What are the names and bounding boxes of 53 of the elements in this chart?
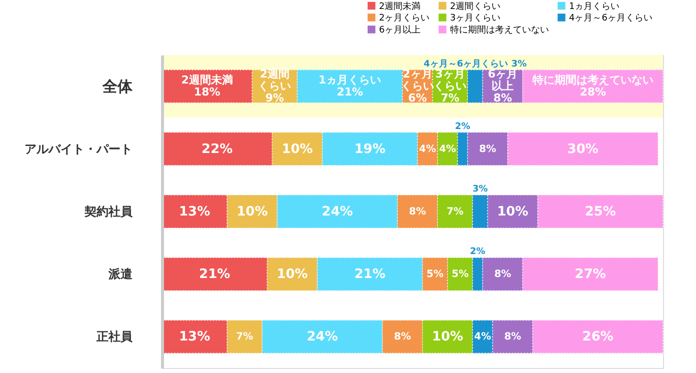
data-label: 7% [236,332,254,343]
legend-label: 2ヶ月くらい [379,14,430,24]
data-label: 25% [584,204,616,220]
data-label: 10% [497,204,528,220]
data-label: 8% [504,332,522,343]
data-label: 5% [426,269,444,280]
data-label: 8% [394,332,411,343]
data-label: 2週間くらい 9% [258,67,292,104]
data-label: 4% [474,332,492,343]
data-label: 26% [582,330,614,345]
data-label: 3% [472,184,488,194]
data-label: 8% [494,269,512,280]
legend-label: 2週間未満 [379,0,421,12]
data-label: 10% [432,330,464,345]
data-label: 4% [439,144,456,155]
y-tick-label: 派遣 [108,267,134,282]
data-label: 13% [179,204,210,220]
data-label: 1ヵ月くらい 21% [318,73,382,98]
legend-label: 2週間くらい [450,0,501,12]
data-label: 30% [567,142,598,157]
data-label: 27% [574,267,606,282]
data-label: 10% [236,204,268,220]
data-label: 24% [306,330,338,345]
data-label: 2ヶ月くらい 6% [401,67,434,104]
legend-label: 1ヵ月くらい [569,2,620,12]
data-label: 21% [199,267,230,282]
y-tick-label: 正社員 [96,330,134,344]
y-tick-label: 全体 [102,77,134,96]
data-label: 24% [322,204,353,220]
data-label: 2% [454,122,470,132]
data-label: 5% [452,269,469,280]
data-label: 特に期間は考えていない 28% [531,73,654,98]
data-label: 21% [354,267,386,282]
legend-label: 6ヶ月以上 [379,24,421,36]
data-label: 4ヶ月～6ヶ月くらい 3% [424,58,527,70]
data-label: 7% [446,206,464,218]
data-label: 4% [419,144,436,155]
data-label: 2% [470,247,486,258]
legend-label: 3ヶ月くらい [450,14,501,24]
data-label: 22% [202,142,233,157]
data-label: 6ヶ月以上 8% [488,67,518,104]
data-label: 8% [409,206,426,218]
data-label: 3ヶ月くらい 7% [434,67,467,104]
data-label: 13% [179,330,210,345]
data-label: 19% [354,142,386,157]
data-label: 10% [282,142,313,157]
y-tick-label: アルバイト・パート [24,142,132,156]
data-label: 2週間未満 18% [181,73,233,98]
legend-label: 4ヶ月～6ヶ月くらい [569,14,652,24]
data-label: 10% [276,267,308,282]
y-tick-label: 契約社員 [84,204,134,218]
legend-label: 特に期間は考えていない [450,24,549,36]
data-label: 8% [479,144,496,155]
